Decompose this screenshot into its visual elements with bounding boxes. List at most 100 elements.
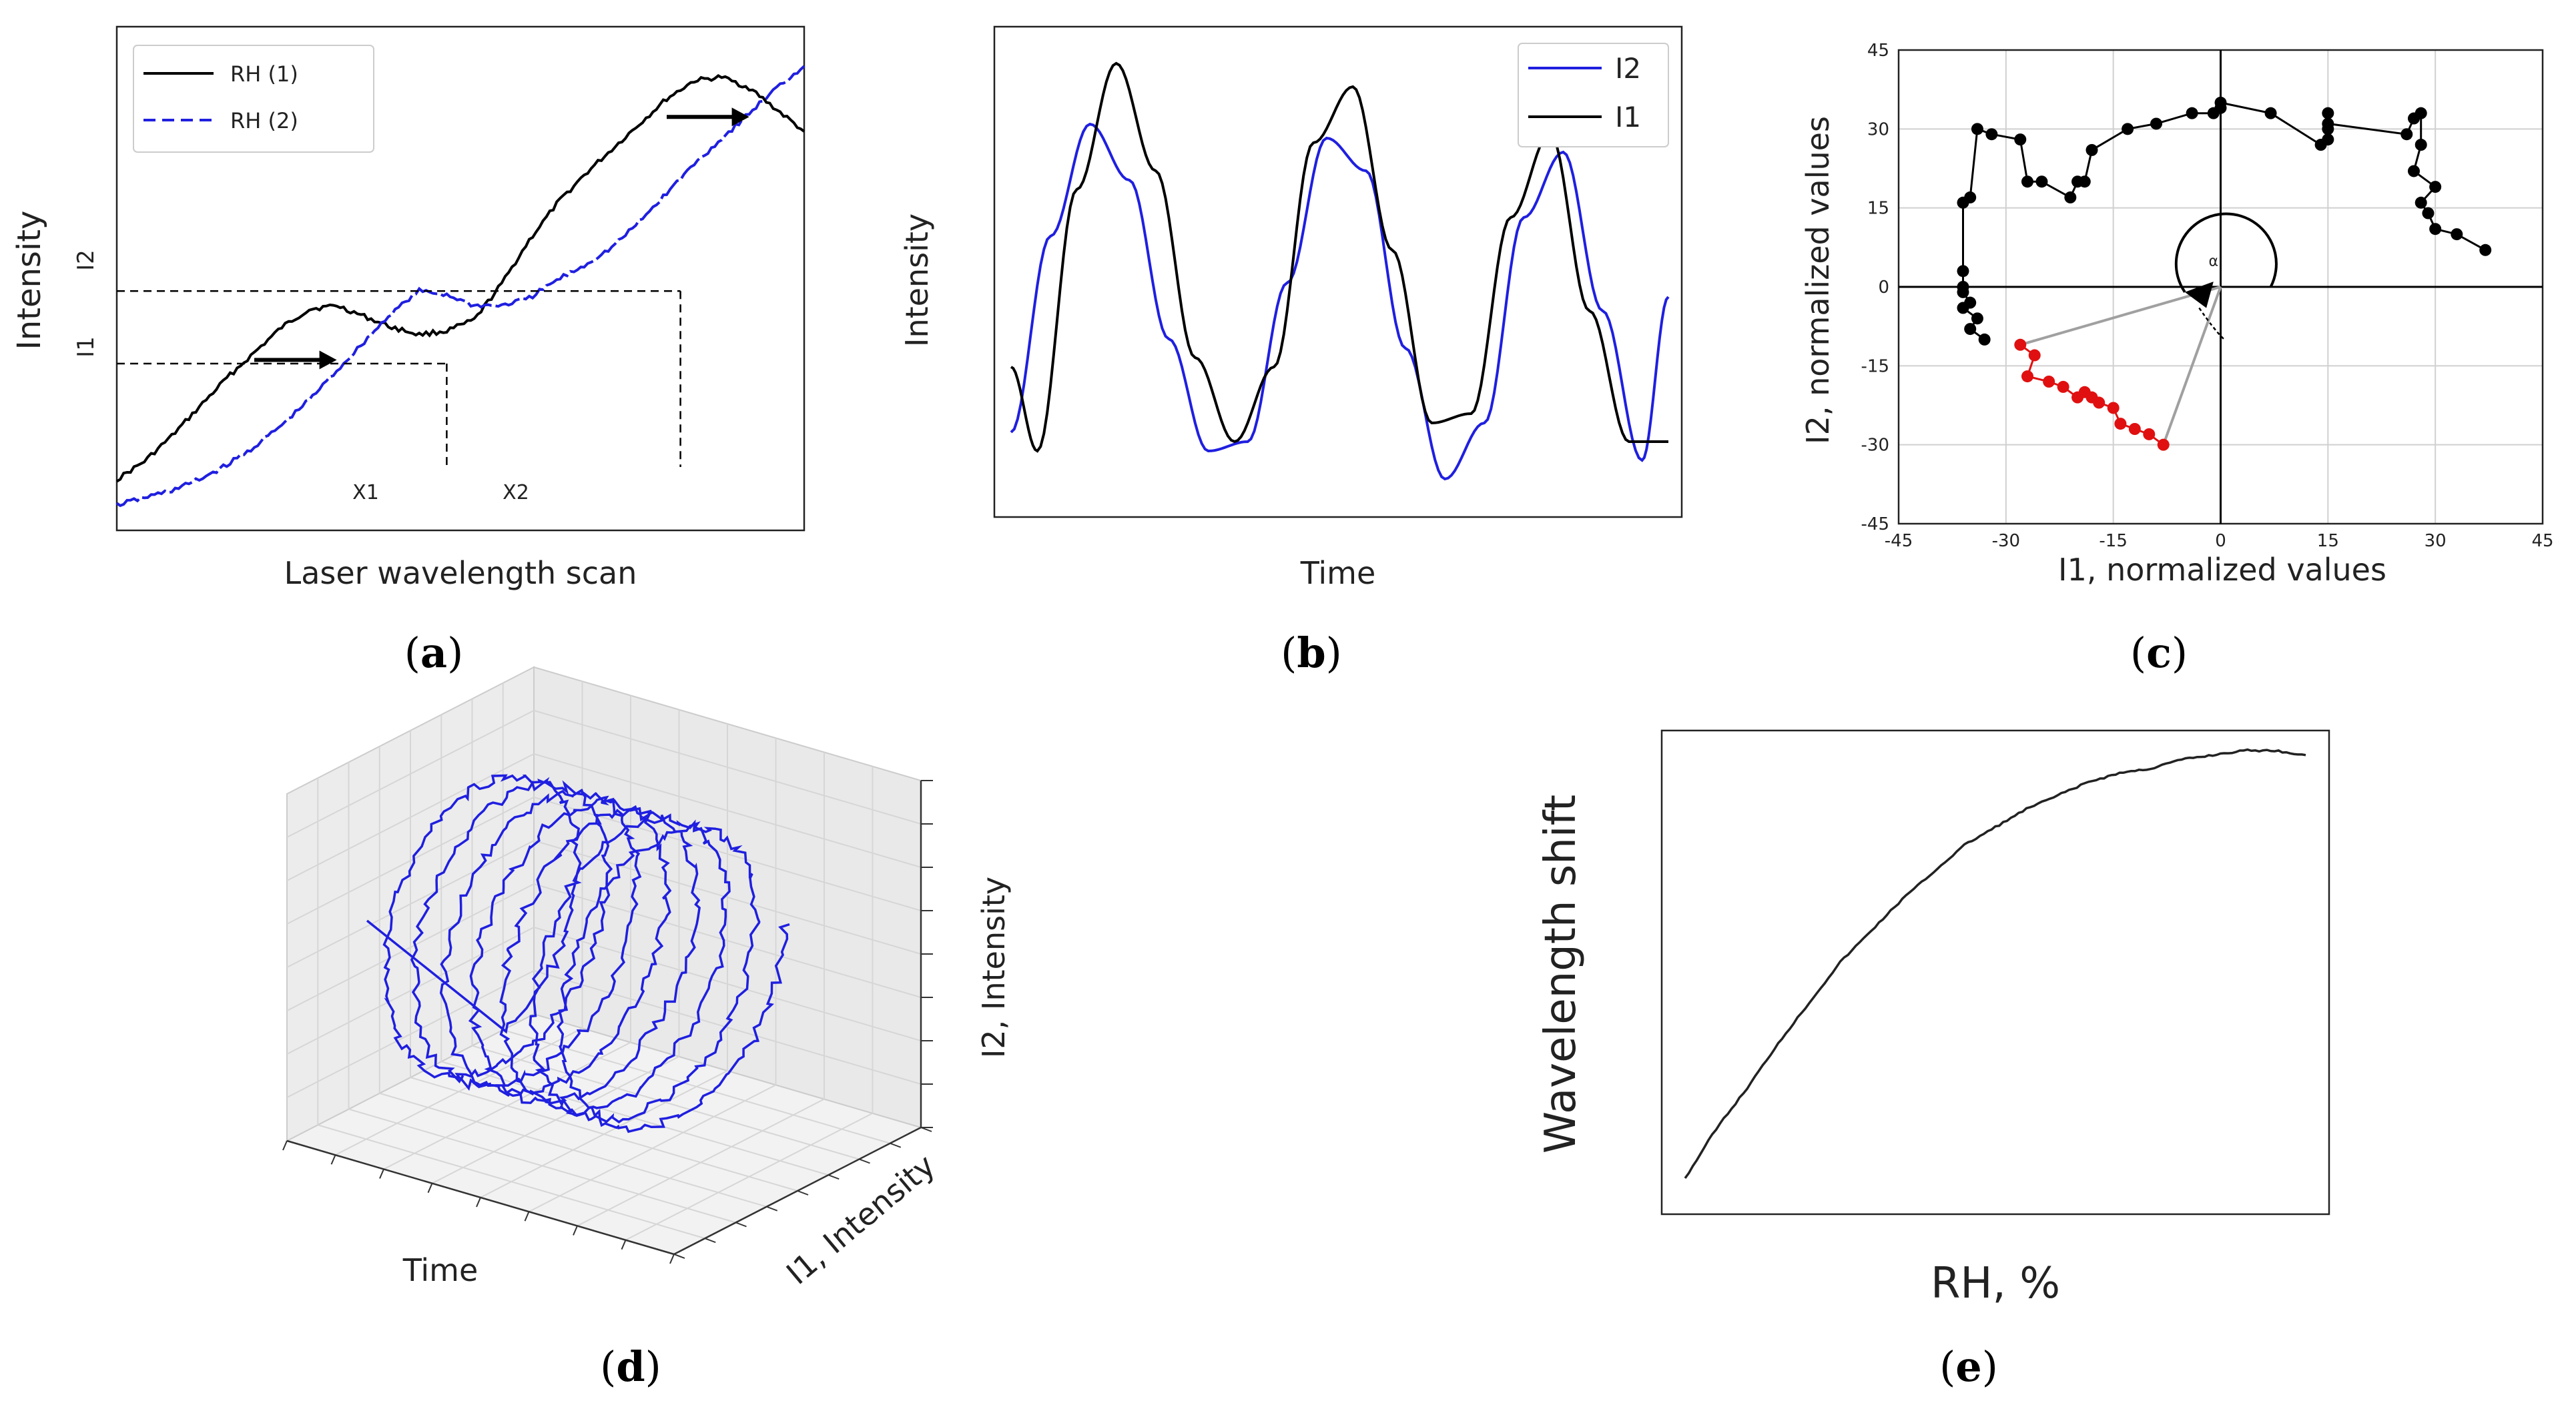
panel-d-time-tick [330,1154,336,1165]
panel-c-series-1-point [1971,123,1983,135]
panel-c-ytick-label: -45 [1861,514,1889,534]
panel-a-arrow-2-head [731,107,749,127]
panel-d-time-tick [427,1183,433,1194]
panel-d-i1-tick [890,1142,902,1148]
panel-c-series-1-point [1978,333,1991,346]
panel-d-grid-line [533,753,922,868]
panel-c-series-1-point [2021,175,2033,188]
panel-d-time-tick [379,1169,384,1179]
panel-c-series-1-point [2314,139,2327,151]
panel-d-time-tick [621,1240,627,1250]
panel-c-series-1-point [1957,302,1969,314]
panel-d-i1-axis [673,1126,922,1256]
panel-d-grid-line [625,1112,873,1241]
panel-b-xlabel: Time [1300,555,1376,591]
panel-c-series-1-point [1957,265,1969,278]
panel-d-grid-line [533,840,922,955]
panel-c-series-1-point [2207,107,2220,119]
panel-a-legend-label-2: RH (2) [230,108,298,133]
panel-c-series-1-point [2414,196,2427,209]
panel-c-xlabel: I1, normalized values [2058,552,2386,588]
panel-c-xtick-label: -45 [1885,531,1913,551]
panel-a-series-1-line [115,73,806,483]
panel-c-angle-arrowhead [2184,282,2214,308]
panel-c-series-2-point [2028,349,2041,362]
panel-a-plot-area [115,65,806,508]
panel-c-series-1-point [2429,223,2442,236]
panel-a-ylabel: Intensity [11,211,48,350]
panel-c-ytick-label: 15 [1867,199,1889,219]
panel-e: RH, % Wavelength shift (e) [1536,729,2330,1391]
panel-c-series-1-point [2264,107,2277,119]
panel-b: I2 I1 Time Intensity (b) [899,25,1683,677]
panel-c: -45 -30 -15 0 15 30 45 -45 -30 -15 0 15 30 45 α I1, no… [1800,41,2554,677]
panel-e-series-line [1684,748,2306,1180]
panel-c-series-1-point [2451,228,2463,241]
panel-c-alpha-label: α [2209,253,2219,270]
panel-d-helix-line [366,774,790,1133]
panel-c-series-1-point [2414,139,2427,151]
panel-c-ytick-label: 30 [1867,119,1889,139]
panel-c-xtick-label: 0 [2215,531,2226,551]
panel-a-series-2-line [115,65,806,508]
panel-c-series-1-point [2408,112,2420,125]
panel-c-series-1-point [2014,133,2027,146]
panel-c-series-1-point [1964,323,1977,336]
panel-c-series-2-point [2143,428,2156,440]
panel-b-plot-frame [993,25,1683,518]
panel-d-grid-line [410,1077,798,1192]
panel-d-time-tick [476,1197,481,1208]
panel-c-xtick-label: 15 [2317,531,2339,551]
panel-c-xtick-label: 45 [2531,531,2553,551]
panel-c-series-1-point [2479,244,2492,256]
panel-a-caption: (a) [404,628,464,677]
panel-a-legend-label-1: RH (1) [230,61,298,87]
panel-d-grid-line [286,797,535,925]
panel-c-series-1-point [2150,117,2162,130]
panel-d-caption: (d) [600,1342,661,1391]
panel-c-caption: (c) [2130,628,2188,677]
panel-d-grid-line [533,710,922,825]
panel-c-series-1-point [2322,107,2334,119]
panel-d-i1-tick [673,1254,685,1259]
panel-b-series-I2-line [1010,122,1670,481]
panel-d-grid-line [286,710,535,838]
panel-d-time-tick [669,1254,675,1264]
panel-d-xlabel: Time [402,1252,478,1288]
panel-c-series-1-point [2429,181,2442,193]
panel-c-ytick-label: 0 [1878,278,1889,298]
panel-a: RH (1) RH (2) Laser wavelength scan Inte… [11,25,806,677]
panel-c-ytick-label: -15 [1861,356,1889,376]
panel-c-series-2-point [2093,396,2106,409]
panel-d-grid-line [503,1029,891,1144]
panel-d-i1-tick [735,1222,747,1228]
panel-a-xlabel: Laser wavelength scan [284,555,637,591]
panel-c-xtick-label: -30 [1992,531,2020,551]
panel-c-plot-area: -45 -30 -15 0 15 30 45 -45 -30 -15 0 15 30 45 α [1861,41,2554,551]
panel-d-time-tick [573,1226,578,1236]
panel-c-ytick-label: 45 [1867,41,1889,61]
panel-c-series-1-point [2035,175,2048,188]
panel-d-i1-tick [920,1127,932,1132]
panel-d-zlabel: I2, Intensity [976,877,1012,1058]
panel-a-ytick-I2: I2 [73,250,99,271]
panel-a-xtick-X1: X1 [352,481,379,504]
panel-d-time-axis [286,1139,675,1256]
panel-d-plot-area [282,666,933,1264]
panel-c-series-2-point [2057,380,2069,393]
panel-c-small-arc [2198,307,2225,340]
panel-c-series-1-point [1985,128,1998,141]
panel-e-plot-area [1684,748,2306,1180]
panel-c-series-2-point [2128,423,2141,435]
panel-c-angle-arc [2174,212,2278,294]
panel-b-legend-label-2: I1 [1615,101,1641,133]
panel-c-series-2-point [2107,402,2120,414]
panel-a-plot-frame [115,25,806,532]
panel-c-xtick-label: 30 [2425,531,2447,551]
panel-c-series-1-point [2400,128,2413,141]
panel-c-series-1-point [2422,207,2435,219]
panel-c-series-1-point [1957,196,1969,209]
panel-b-ylabel: Intensity [899,213,935,347]
panel-c-series-1-point [2186,107,2198,119]
